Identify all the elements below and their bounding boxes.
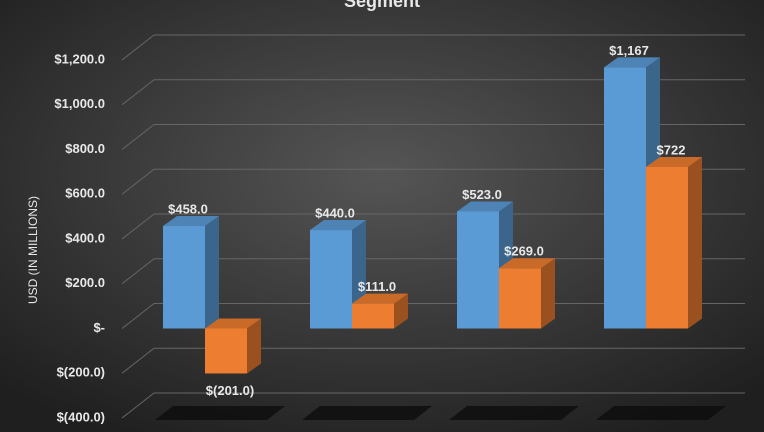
floor-shadow: [596, 406, 726, 420]
bar-side: [394, 293, 408, 329]
bar-side-shade: [394, 293, 408, 329]
bar-top-shade: [205, 318, 261, 329]
grid-line: [121, 34, 745, 61]
value-label: $111.0: [358, 279, 396, 294]
floor-shadow: [155, 406, 285, 420]
value-label: $440.0: [315, 205, 355, 220]
bar: [646, 166, 688, 329]
y-tick-label: $-: [93, 320, 105, 335]
bar: [310, 230, 352, 329]
value-label: $523.0: [462, 187, 502, 202]
floor-shadow: [302, 406, 432, 420]
value-label: $458.0: [168, 201, 208, 216]
bar-top: [604, 57, 660, 68]
bar: [457, 211, 499, 329]
y-tick-label: $(200.0): [57, 365, 105, 380]
value-label: $722: [657, 142, 686, 157]
grid-line: [121, 168, 745, 195]
bar-top: [457, 201, 513, 212]
grid-line: [121, 347, 745, 374]
bar-top-shade: [163, 216, 219, 227]
bar-top: [163, 216, 219, 227]
y-tick-label: $400.0: [65, 230, 105, 245]
bar-side-shade: [688, 156, 702, 329]
bar-top: [499, 258, 555, 269]
bar-side: [205, 216, 219, 329]
y-tick-label: $1,200.0: [54, 51, 105, 66]
bar-top-shade: [352, 293, 408, 304]
bar: [499, 268, 541, 329]
y-tick-label: $1,000.0: [54, 96, 105, 111]
bar-side: [688, 156, 702, 329]
grid-line: [121, 213, 745, 240]
bar-side-shade: [247, 318, 261, 374]
bar: [163, 226, 205, 329]
bar-top-shade: [310, 220, 366, 231]
bar-top: [646, 156, 702, 167]
y-tick-label: $600.0: [65, 186, 105, 201]
bar-side-shade: [541, 258, 555, 329]
bar-top-shade: [457, 201, 513, 212]
floor-shadow: [449, 406, 579, 420]
bar-top-shade: [604, 57, 660, 68]
bar-top-shade: [499, 258, 555, 269]
y-tick-label: $800.0: [65, 141, 105, 156]
bar-top: [205, 318, 261, 329]
y-tick-label: $(400.0): [57, 409, 105, 424]
bar-top-shade: [646, 156, 702, 167]
grid-line: [121, 392, 745, 419]
value-label: $1,167: [609, 43, 649, 58]
y-tick-label: $200.0: [65, 275, 105, 290]
value-label: $(201.0): [206, 383, 254, 398]
bar-side: [247, 318, 261, 374]
grid-line: [121, 124, 745, 150]
bar: [604, 67, 646, 329]
bar: [352, 303, 394, 329]
bar-side-shade: [205, 216, 219, 329]
bar: [205, 328, 247, 374]
value-label: $269.0: [504, 244, 544, 259]
bar-top: [352, 293, 408, 304]
y-axis-label: USD (IN MILLIONS): [26, 196, 40, 304]
bar-top: [310, 220, 366, 231]
chart-title: Segment: [344, 0, 420, 11]
grid-line: [121, 79, 745, 106]
bar-side: [541, 258, 555, 329]
